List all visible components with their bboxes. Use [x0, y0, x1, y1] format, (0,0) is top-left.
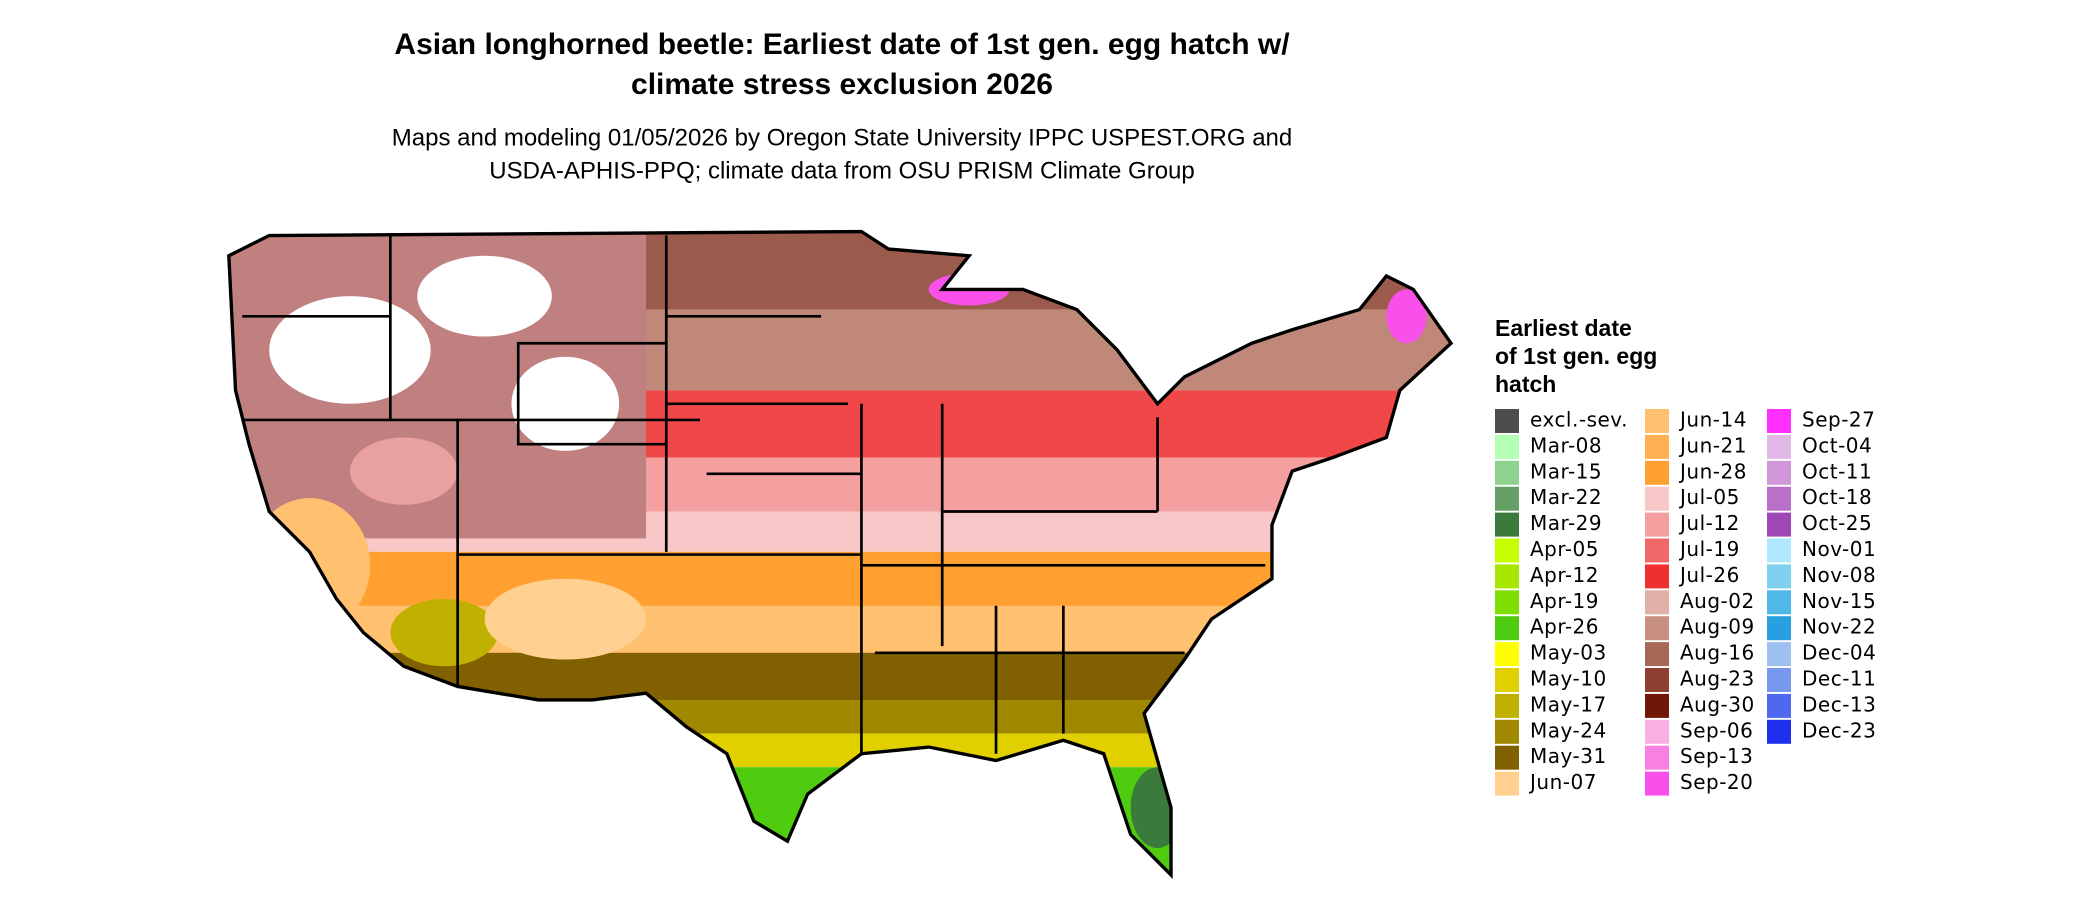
legend-label: Aug-16: [1680, 641, 1755, 665]
legend-label: Mar-29: [1530, 511, 1602, 535]
legend-swatch: [1495, 616, 1519, 641]
legend-swatch: [1495, 486, 1519, 511]
legend-label: Jun-28: [1678, 459, 1747, 483]
legend-label: Apr-26: [1530, 615, 1599, 639]
legend-title: Earliest date: [1495, 315, 1632, 341]
legend-label: Nov-15: [1802, 589, 1876, 613]
legend-swatch: [1767, 460, 1791, 485]
legend-label: Oct-25: [1802, 511, 1872, 535]
legend-label: Sep-13: [1680, 744, 1753, 768]
legend-swatch: [1495, 745, 1519, 770]
legend-label: Mar-08: [1530, 433, 1602, 457]
legend-label: Sep-27: [1802, 408, 1875, 432]
legend-swatch: [1495, 590, 1519, 615]
legend-swatch: [1645, 642, 1669, 667]
legend-swatch: [1495, 434, 1519, 459]
legend-label: Nov-08: [1802, 563, 1876, 587]
legend-label: excl.-sev.: [1530, 408, 1628, 432]
legend-swatch: [1767, 719, 1791, 744]
legend-label: Aug-02: [1680, 589, 1755, 613]
legend-title: hatch: [1495, 371, 1556, 397]
legend-swatch: [1645, 460, 1669, 485]
legend-swatch: [1645, 616, 1669, 641]
legend-label: May-17: [1530, 692, 1607, 716]
legend-swatch: [1495, 668, 1519, 692]
legend-label: Nov-01: [1802, 537, 1876, 561]
legend-label: Apr-12: [1530, 563, 1599, 587]
legend-label: Aug-23: [1680, 667, 1755, 691]
title-line: Asian longhorned beetle: Earliest date o…: [394, 28, 1290, 61]
legend-swatch: [1645, 564, 1669, 589]
legend-swatch: [1645, 745, 1669, 770]
legend-label: Jun-07: [1528, 770, 1597, 794]
legend-label: Sep-20: [1680, 770, 1753, 794]
legend-swatch: [1495, 512, 1519, 537]
legend-label: Mar-15: [1530, 459, 1602, 483]
subtitle-line: Maps and modeling 01/05/2026 by Oregon S…: [392, 124, 1292, 151]
legend-swatch: [1495, 693, 1519, 718]
legend-label: Aug-30: [1680, 692, 1755, 716]
legend-swatch: [1767, 409, 1791, 433]
legend-swatch: [1645, 512, 1669, 537]
legend-swatch: [1495, 564, 1519, 589]
legend-label: May-10: [1530, 667, 1607, 691]
legend-swatch: [1767, 434, 1791, 459]
legend-label: May-24: [1530, 718, 1607, 742]
legend-label: Jul-26: [1678, 563, 1740, 587]
legend-label: Dec-11: [1802, 667, 1876, 691]
legend-label: Dec-04: [1802, 641, 1876, 665]
legend-label: Nov-22: [1802, 615, 1876, 639]
legend-swatch: [1645, 771, 1669, 796]
legend-swatch: [1495, 460, 1519, 485]
legend-swatch: [1767, 538, 1791, 563]
map: [227, 229, 1454, 879]
legend-swatch: [1495, 642, 1519, 667]
legend-swatch: [1495, 771, 1519, 796]
legend-label: Aug-09: [1680, 615, 1755, 639]
legend-swatch: [1645, 486, 1669, 511]
legend-swatch: [1645, 590, 1669, 615]
legend-swatch: [1767, 668, 1791, 692]
legend-swatch: [1645, 434, 1669, 459]
legend-swatch: [1495, 719, 1519, 744]
legend-swatch: [1767, 590, 1791, 615]
legend-swatch: [1767, 693, 1791, 718]
legend-label: Jun-14: [1678, 408, 1747, 432]
legend-label: Jun-21: [1678, 433, 1747, 457]
legend-swatch: [1767, 512, 1791, 537]
legend-label: Oct-11: [1802, 459, 1872, 483]
legend-label: May-31: [1530, 744, 1607, 768]
legend-swatch: [1767, 616, 1791, 641]
legend-swatch: [1767, 486, 1791, 511]
legend-label: Sep-06: [1680, 718, 1753, 742]
legend-swatch: [1645, 693, 1669, 718]
legend-swatch: [1645, 409, 1669, 433]
legend-swatch: [1645, 538, 1669, 563]
subtitle-line: USDA-APHIS-PPQ; climate data from OSU PR…: [489, 157, 1195, 184]
legend-label: Oct-18: [1802, 485, 1872, 509]
legend-label: Jul-19: [1678, 537, 1740, 561]
legend-swatch: [1767, 642, 1791, 667]
legend-label: May-03: [1530, 641, 1607, 665]
legend-swatch: [1645, 668, 1669, 692]
legend-label: Dec-13: [1802, 692, 1876, 716]
legend-label: Jul-05: [1678, 485, 1740, 509]
legend-swatch: [1645, 719, 1669, 744]
legend-label: Jul-12: [1678, 511, 1740, 535]
legend-label: Mar-22: [1530, 485, 1602, 509]
legend-label: Oct-04: [1802, 433, 1872, 457]
legend-swatch: [1495, 538, 1519, 563]
legend-label: Dec-23: [1802, 718, 1876, 742]
legend-label: Apr-19: [1530, 589, 1599, 613]
legend-swatch: [1495, 409, 1519, 433]
legend-swatch: [1767, 564, 1791, 589]
legend-label: Apr-05: [1530, 537, 1599, 561]
legend-title: of 1st gen. egg: [1495, 343, 1657, 369]
title-line: climate stress exclusion 2026: [631, 68, 1053, 101]
